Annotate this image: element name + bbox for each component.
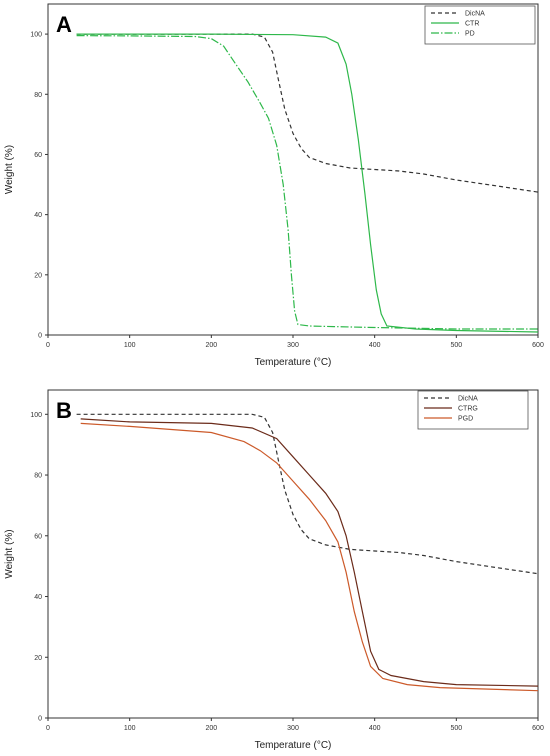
chart-panel-B: 0 100 200 300 400 500 600 0 20 40 60 80 100 Temperatu… [4, 389, 544, 751]
legend-box [417, 390, 529, 430]
x-tick-label: 500 [450, 342, 462, 349]
legend: DicNA CTR PD [424, 5, 536, 45]
x-tick-label: 300 [287, 725, 299, 732]
y-tick-label: 80 [34, 473, 42, 480]
series-line-pgd [80, 422, 539, 692]
y-tick-label: 40 [34, 594, 42, 601]
y-tick-label: 0 [38, 333, 42, 340]
series-line-ctrg [80, 418, 539, 687]
legend-label: PGD [458, 416, 473, 423]
series-line-dicna [76, 33, 539, 193]
y-tick-label: 20 [34, 272, 42, 279]
y-tick-label: 80 [34, 92, 42, 99]
y-tick-label: 20 [34, 655, 42, 662]
x-tick-label: 600 [532, 725, 544, 732]
x-tick-label: 200 [205, 725, 217, 732]
legend-label: DicNA [458, 396, 478, 403]
y-tick-label: 100 [30, 412, 42, 419]
x-tick-label: 300 [287, 342, 299, 349]
y-tick-label: 100 [30, 32, 42, 39]
x-tick-label: 600 [532, 342, 544, 349]
panel-label: B [56, 398, 72, 423]
legend-box [424, 5, 536, 45]
y-tick-label: 0 [38, 716, 42, 723]
x-tick-label: 400 [369, 342, 381, 349]
x-tick-label: 0 [46, 725, 50, 732]
x-tick-label: 400 [369, 725, 381, 732]
x-tick-label: 100 [124, 725, 136, 732]
x-axis-title: Temperature (°C) [255, 740, 332, 751]
series-line-ctr [76, 33, 539, 333]
y-tick-label: 60 [34, 152, 42, 159]
panel-label: A [56, 12, 72, 37]
series-line-pd [76, 35, 538, 330]
legend: DicNA CTRG PGD [417, 390, 529, 430]
x-tick-label: 500 [450, 725, 462, 732]
x-axis-title: Temperature (°C) [255, 357, 332, 368]
chart-panel-A: 0 100 200 300 400 500 600 0 20 40 60 80 100 Temperatu… [4, 3, 544, 368]
y-axis-title: Weight (%) [4, 529, 15, 578]
x-tick-label: 100 [124, 342, 136, 349]
y-tick-label: 60 [34, 533, 42, 540]
plot-frame [47, 389, 539, 719]
y-axis-title: Weight (%) [4, 145, 15, 194]
legend-label: CTR [465, 21, 479, 28]
legend-label: CTRG [458, 406, 478, 413]
plot-frame [47, 3, 539, 336]
y-tick-label: 40 [34, 212, 42, 219]
legend-label: PD [465, 31, 475, 38]
x-tick-label: 200 [205, 342, 217, 349]
legend-label: DicNA [465, 11, 485, 18]
series-line-dicna [76, 413, 539, 575]
x-tick-label: 0 [46, 342, 50, 349]
